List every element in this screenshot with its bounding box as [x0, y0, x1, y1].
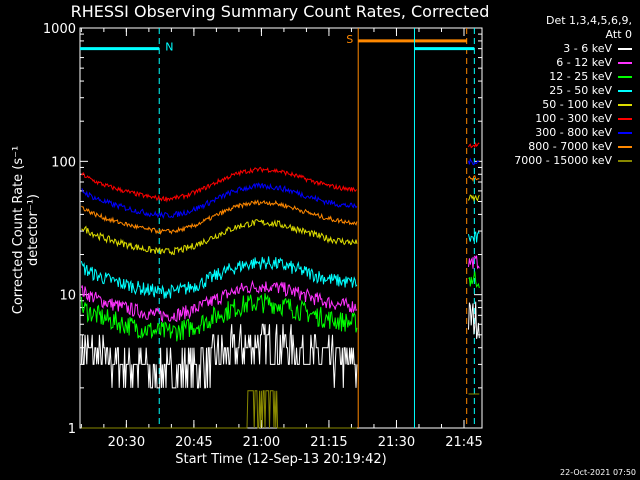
series-line-7 [81, 182, 358, 220]
legend-item: 7000 - 15000 keV [462, 154, 632, 168]
legend-item: 25 - 50 keV [462, 84, 632, 98]
x-tick-label: 20:45 [175, 435, 212, 450]
legend-label: 25 - 50 keV [549, 84, 612, 97]
legend-swatch [618, 62, 632, 64]
series-fragment-5 [468, 194, 480, 202]
legend-swatch [618, 76, 632, 78]
legend-label: 100 - 300 keV [535, 112, 612, 125]
y-tick-label: 1000 [43, 22, 76, 37]
legend-item: 50 - 100 keV [462, 98, 632, 112]
y-axis-label: Corrected Count Rate (s⁻¹ detector⁻¹) [11, 145, 41, 315]
plot-frame [79, 27, 483, 429]
legend-item: 12 - 25 keV [462, 70, 632, 84]
legend-swatch [618, 160, 632, 162]
x-tick-label: 21:30 [378, 435, 415, 450]
legend-item: 300 - 800 keV [462, 126, 632, 140]
x-axis-label: Start Time (12-Sep-13 20:19:42) [175, 452, 387, 467]
legend-swatch [618, 48, 632, 50]
legend-header-line-1: Det 1,3,4,5,6,9, [545, 14, 632, 27]
legend-swatch [618, 90, 632, 92]
x-tick-label: 21:00 [243, 435, 280, 450]
legend-item: 3 - 6 keV [462, 42, 632, 56]
legend-label: 12 - 25 keV [549, 70, 612, 83]
series-fragment-8 [468, 175, 480, 182]
series-fragment-3 [468, 271, 480, 289]
legend-header-line-2: Att 0 [605, 28, 632, 41]
legend-swatch [618, 104, 632, 106]
legend-label: 50 - 100 keV [542, 98, 612, 111]
series-fragment-6 [468, 141, 480, 149]
legend-label: 800 - 7000 keV [528, 140, 612, 153]
series-line-9 [81, 390, 357, 429]
x-tick-label: 20:30 [108, 435, 145, 450]
legend-swatch [618, 118, 632, 120]
timestamp: 22-Oct-2021 07:50 [560, 468, 636, 477]
series-line-3 [80, 293, 358, 342]
legend: Det 1,3,4,5,6,9, Att 0 3 - 6 keV 6 - 12 k… [462, 14, 632, 168]
y-tick-label: 10 [59, 289, 76, 304]
y-tick-label: 1 [68, 422, 76, 437]
series-fragment-1 [468, 301, 480, 339]
night-flag-label: N [165, 41, 173, 54]
legend-item: 6 - 12 keV [462, 56, 632, 70]
legend-swatch [618, 146, 632, 148]
y-tick-label: 100 [51, 155, 76, 170]
series-fragment-7 [468, 157, 480, 166]
legend-label: 6 - 12 keV [556, 56, 612, 69]
series-line-2 [80, 279, 358, 323]
saa-flag-label: S [346, 33, 353, 46]
x-tick-label: 21:45 [445, 435, 482, 450]
series-fragment-4 [468, 231, 480, 243]
series-line-1 [80, 323, 358, 389]
legend-label: 300 - 800 keV [535, 126, 612, 139]
legend-item: 800 - 7000 keV [462, 140, 632, 154]
legend-label: 7000 - 15000 keV [514, 154, 612, 167]
series-line-8 [81, 199, 358, 235]
x-tick-label: 21:15 [310, 435, 347, 450]
chart-title: RHESSI Observing Summary Count Rates, Co… [70, 2, 490, 21]
legend-swatch [618, 132, 632, 134]
series-line-5 [81, 219, 358, 256]
legend-label: 3 - 6 keV [563, 42, 612, 55]
series-fragment-2 [468, 255, 480, 270]
series-line-4 [80, 256, 358, 299]
series-line-6 [81, 166, 358, 203]
legend-item: 100 - 300 keV [462, 112, 632, 126]
